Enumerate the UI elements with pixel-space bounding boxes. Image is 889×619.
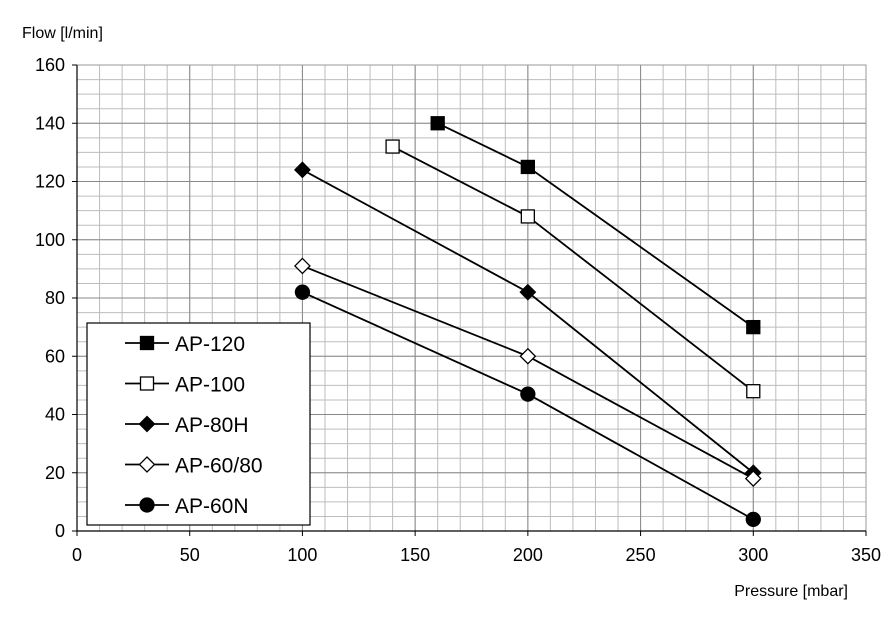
x-tick-label: 150 — [400, 545, 430, 565]
legend-label-ap-60-80: AP-60/80 — [175, 455, 263, 478]
axes — [72, 64, 867, 536]
y-tick-label: 20 — [45, 463, 65, 483]
x-tick-label: 250 — [626, 545, 656, 565]
x-tick-label: 0 — [72, 545, 82, 565]
y-axis-title: Flow [l/min] — [22, 25, 103, 42]
legend-label-ap-120: AP-120 — [175, 333, 245, 356]
x-tick-label: 300 — [738, 545, 768, 565]
data-point-ap-60-80 — [294, 257, 311, 275]
y-tick-label: 140 — [35, 113, 65, 133]
data-point-ap-60n — [745, 511, 761, 527]
data-point-ap-120 — [520, 159, 536, 175]
data-point-ap-60-80 — [744, 470, 762, 487]
y-tick-label: 160 — [35, 55, 65, 75]
legend-marker-ap-60-80 — [138, 456, 156, 473]
legend-marker-ap-120 — [139, 335, 155, 351]
legend-box — [86, 322, 311, 526]
data-point-ap-120 — [430, 116, 445, 131]
y-tick-label: 80 — [45, 288, 65, 308]
x-tick-label: 200 — [513, 545, 543, 565]
series-group — [294, 116, 762, 527]
legend-label-ap-60n: AP-60N — [175, 495, 249, 518]
data-point-ap-120 — [746, 319, 761, 335]
y-tick-label: 100 — [35, 230, 65, 250]
data-point-ap-100 — [520, 209, 536, 224]
legend-label-ap-100: AP-100 — [175, 374, 245, 397]
x-tick-label: 50 — [180, 545, 200, 565]
y-tick-label: 40 — [45, 405, 65, 425]
y-tick-label: 0 — [55, 521, 65, 541]
grid — [76, 64, 867, 532]
x-tick-label: 100 — [287, 545, 317, 565]
legend-label-ap-80h: AP-80H — [175, 414, 249, 437]
legend-marker-ap-60n — [139, 497, 155, 513]
legend-marker-ap-100 — [139, 376, 155, 391]
data-point-ap-100 — [385, 139, 400, 154]
data-point-ap-100 — [746, 384, 761, 399]
tick-labels: 0 20 40 60 80 100 120 140 160 0 50 100 150 200 250 300 3… — [35, 55, 881, 565]
x-axis-title: Pressure [mbar] — [734, 583, 848, 600]
y-tick-label: 120 — [35, 172, 65, 192]
data-point-ap-60-80 — [519, 347, 537, 365]
data-point-ap-80h — [294, 161, 311, 179]
data-point-ap-80h — [519, 283, 537, 301]
data-point-ap-60n — [520, 386, 536, 402]
legend-marker-ap-80h — [138, 415, 156, 433]
data-point-ap-60n — [294, 284, 311, 300]
x-tick-label: 350 — [851, 545, 881, 565]
y-tick-label: 60 — [45, 346, 65, 366]
legend: AP-120 AP-100 AP-80H AP-60/80 AP-60N — [86, 322, 311, 526]
